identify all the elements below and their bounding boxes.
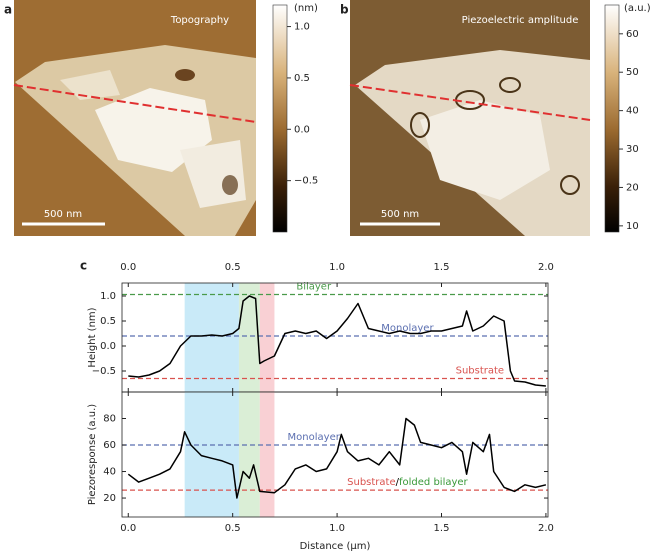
data-line (128, 295, 546, 387)
colorbar (604, 4, 620, 233)
colorbar-tick-label: 0.5 (294, 73, 310, 84)
shaded-band (259, 283, 275, 392)
panel-label: c (80, 259, 87, 273)
shaded-band (184, 283, 239, 392)
y-axis-label: Piezoresponse (a.u.) (87, 404, 98, 505)
reference-label: Substrate/folded bilayer (347, 477, 468, 488)
reference-label-part: Substrate (456, 366, 504, 377)
colorbar-tick-label: 60 (626, 29, 639, 40)
scale-bar-label: 500 nm (44, 209, 82, 220)
y-axis-label: Height (nm) (87, 307, 98, 367)
colorbar-label: (nm) (294, 3, 318, 14)
x-tick-label: 1.5 (434, 262, 450, 273)
reference-label: Monolayer (381, 323, 434, 334)
x-tick-label: 0.0 (120, 523, 136, 534)
y-tick-label: 0.5 (100, 316, 116, 327)
x-tick-label: 2.0 (538, 523, 554, 534)
shaded-band (238, 283, 260, 392)
data-line (127, 417, 547, 499)
reference-label-part: Monolayer (381, 323, 434, 334)
topography-image (13, 0, 257, 236)
reference-label-part: Monolayer (288, 432, 341, 443)
x-axis-label: Distance (μm) (300, 541, 371, 552)
colorbar-tick-label: 0.0 (294, 124, 310, 135)
colorbar-label: (a.u.) (624, 3, 650, 14)
y-tick-label: −0.5 (92, 366, 116, 377)
image-title: Piezoelectric amplitude (462, 15, 579, 26)
colorbar-tick-label: 10 (626, 221, 639, 232)
x-tick-label: 0.0 (120, 262, 136, 273)
panel-label: a (4, 3, 12, 17)
panel-label: b (340, 3, 349, 17)
x-tick-label: 1.0 (329, 262, 345, 273)
y-tick-label: 0.0 (100, 341, 116, 352)
piezo-image (349, 0, 591, 236)
x-tick-label: 1.5 (434, 523, 450, 534)
colorbar-tick-label: −0.5 (294, 176, 318, 187)
shaded-band (259, 392, 275, 517)
x-tick-label: 2.0 (538, 262, 554, 273)
shaded-band (184, 392, 239, 517)
shaded-band (238, 392, 260, 517)
y-tick-label: 60 (103, 440, 116, 451)
reference-label-part: / (396, 477, 400, 488)
x-tick-label: 1.0 (329, 523, 345, 534)
y-tick-label: 20 (103, 493, 116, 504)
y-tick-label: 40 (103, 467, 116, 478)
colorbar-tick-label: 50 (626, 67, 639, 78)
x-tick-label: 0.5 (225, 523, 241, 534)
colorbar-tick-label: 40 (626, 106, 639, 117)
colorbar-tick-label: 20 (626, 182, 639, 193)
colorbar-tick-label: 1.0 (294, 22, 310, 33)
reference-label: Substrate (456, 366, 504, 377)
image-title: Topography (170, 15, 229, 26)
scale-bar-label: 500 nm (381, 209, 419, 220)
y-tick-label: 80 (103, 414, 116, 425)
reference-label-part: Substrate (347, 477, 395, 488)
reference-label: Bilayer (296, 282, 332, 293)
x-tick-label: 0.5 (225, 262, 241, 273)
y-tick-label: 1.0 (100, 291, 116, 302)
reference-label-part: folded bilayer (399, 477, 469, 488)
colorbar (272, 4, 288, 233)
plot-frame (121, 391, 549, 518)
reference-label: Monolayer (288, 432, 341, 443)
reference-label-part: Bilayer (296, 282, 332, 293)
colorbar-tick-label: 30 (626, 144, 639, 155)
